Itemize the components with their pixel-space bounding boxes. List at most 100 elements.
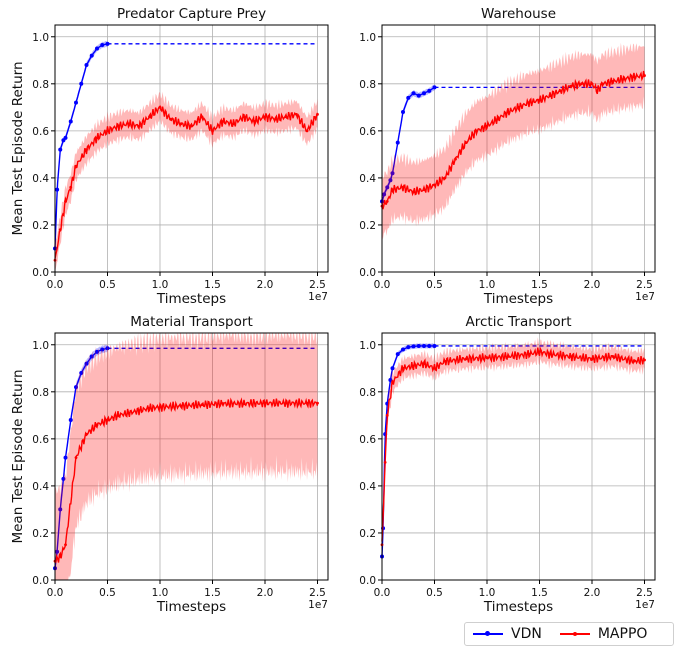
chart-title: Predator Capture Prey [117,6,266,22]
y-tick-label: 0.6 [32,126,49,138]
data-point-mappo [454,157,457,161]
series-line-mappo [54,397,319,564]
chart-title: Warehouse [481,6,556,22]
x-axis-multiplier: 1e7 [635,291,655,303]
plot-frame [54,24,329,273]
y-tick-label: 0.0 [359,575,376,587]
data-point-mappo [433,366,436,370]
data-point-vdn [411,91,416,96]
data-point-vdn [406,345,411,350]
data-point-mappo [221,120,225,123]
x-tick-label: 2.0 [584,279,601,291]
data-point-vdn [427,88,432,93]
y-tick-label: 0.8 [359,387,376,399]
data-point-vdn [395,140,400,145]
legend-item-vdn: VDN [473,626,542,642]
data-point-mappo [391,188,394,192]
chart-title: Material Transport [130,314,252,330]
data-point-vdn [416,93,421,98]
data-point-mappo [253,120,256,123]
data-point-vdn [422,343,426,348]
data-point-mappo [242,402,246,405]
y-tick-label: 0.0 [32,575,49,587]
x-tick-label: 1.0 [152,279,169,291]
y-tick-label: 0.6 [359,126,376,138]
data-point-mappo [383,460,387,464]
data-point-mappo [595,89,599,93]
x-tick-label: 1.5 [204,279,221,291]
data-point-mappo [548,352,552,356]
data-point-mappo [590,357,594,361]
x-tick-label: 0.5 [426,587,443,599]
data-point-vdn [74,385,78,390]
data-point-mappo [485,356,489,360]
data-point-mappo [580,82,583,86]
x-tick-label: 2.5 [636,279,653,291]
data-point-vdn [95,46,99,51]
data-point-vdn [68,119,73,124]
x-axis-multiplier: 1e7 [635,599,655,611]
data-point-vdn [55,187,60,192]
data-point-mappo [106,418,109,422]
data-point-vdn [95,349,99,354]
data-point-mappo [148,115,151,119]
data-point-mappo [158,105,162,109]
y-tick-label: 0.0 [32,267,49,279]
x-tick-label: 0.5 [99,587,116,599]
plot-frame [381,24,656,273]
data-point-mappo [85,432,88,436]
x-tick-label: 0.0 [374,279,391,291]
data-point-mappo [263,401,267,405]
data-point-mappo [643,74,646,77]
data-point-mappo [58,228,62,232]
x-tick-label: 2.0 [257,279,274,291]
data-point-mappo [169,117,172,121]
data-point-mappo [284,401,288,405]
data-point-vdn [89,53,94,58]
data-point-mappo [443,176,447,180]
plot-frame [54,332,329,581]
data-point-mappo [548,94,552,97]
x-axis-multiplier: 1e7 [308,291,328,303]
y-tick-label: 0.2 [359,220,376,232]
plot-frame [381,332,656,581]
data-point-mappo [422,188,426,192]
data-point-mappo [69,185,73,189]
data-point-mappo [211,129,214,133]
data-point-vdn [401,347,405,352]
x-tick-label: 2.0 [257,587,274,599]
x-tick-label: 1.5 [531,279,548,291]
data-point-mappo [412,190,415,194]
y-tick-label: 0.4 [32,481,49,493]
legend-swatch-mappo [559,628,590,640]
y-tick-label: 0.8 [32,79,49,91]
data-point-mappo [95,423,99,427]
x-tick-label: 2.5 [309,279,326,291]
data-point-vdn [58,147,63,152]
series-line-mappo [54,104,319,259]
data-point-vdn [58,507,63,512]
series-line-vdn [381,345,435,557]
band-mappo [382,42,645,240]
data-point-mappo [422,362,426,365]
data-point-mappo [305,401,309,405]
x-tick-label: 1.5 [531,587,548,599]
data-point-mappo [385,200,389,203]
y-axis-label: Mean Test Episode Return [10,369,26,543]
band-mappo [55,91,318,272]
y-tick-label: 0.2 [32,220,49,232]
data-point-mappo [106,129,109,133]
data-point-vdn [68,418,73,423]
data-point-mappo [200,115,204,119]
data-point-vdn [100,347,105,352]
data-point-vdn [63,135,68,140]
chart-title: Arctic Transport [465,314,571,330]
data-point-vdn [61,476,66,481]
data-point-mappo [274,117,277,121]
data-point-mappo [232,122,235,126]
data-point-mappo [391,381,394,384]
data-point-mappo [611,80,615,83]
legend-swatch-vdn [473,628,503,640]
data-point-mappo [116,413,120,417]
data-point-mappo [190,124,193,128]
